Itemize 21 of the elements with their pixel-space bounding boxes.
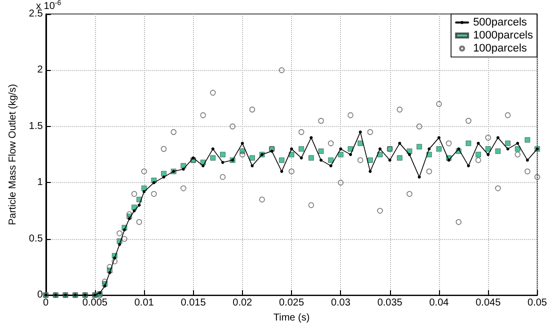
legend-label: 500parcels: [473, 16, 528, 28]
x-tick-label: 0.03: [330, 298, 351, 309]
x-tick-label: 0.01: [134, 298, 154, 309]
x-tick-label: 0.005: [82, 298, 108, 309]
y-tick-label: 0: [37, 290, 44, 301]
legend-label: 100parcels: [473, 42, 528, 54]
y-tick-label: 1.5: [28, 120, 44, 132]
y-tick-label: 1: [37, 177, 44, 188]
y-tick-label: 0.5: [28, 233, 44, 244]
y-axis-title: Particle Mass Flow Outlet (kg/s): [8, 84, 18, 226]
x-axis-title: Time (s): [273, 312, 310, 324]
x-tick-label: 0.015: [180, 298, 206, 309]
x-tick-label: 0.05: [528, 298, 548, 309]
x-tick-label: 0.04: [429, 298, 450, 309]
y-tick-label: 2.5: [28, 8, 44, 20]
y-tick-label: 2: [37, 64, 44, 76]
x-tick-label: 0.035: [377, 298, 403, 309]
x-tick-label: 0.02: [232, 298, 253, 309]
x-tick-label: 0.025: [279, 298, 304, 309]
legend-label: 1000parcels: [473, 30, 534, 42]
x-tick-label: 0.045: [476, 298, 502, 309]
